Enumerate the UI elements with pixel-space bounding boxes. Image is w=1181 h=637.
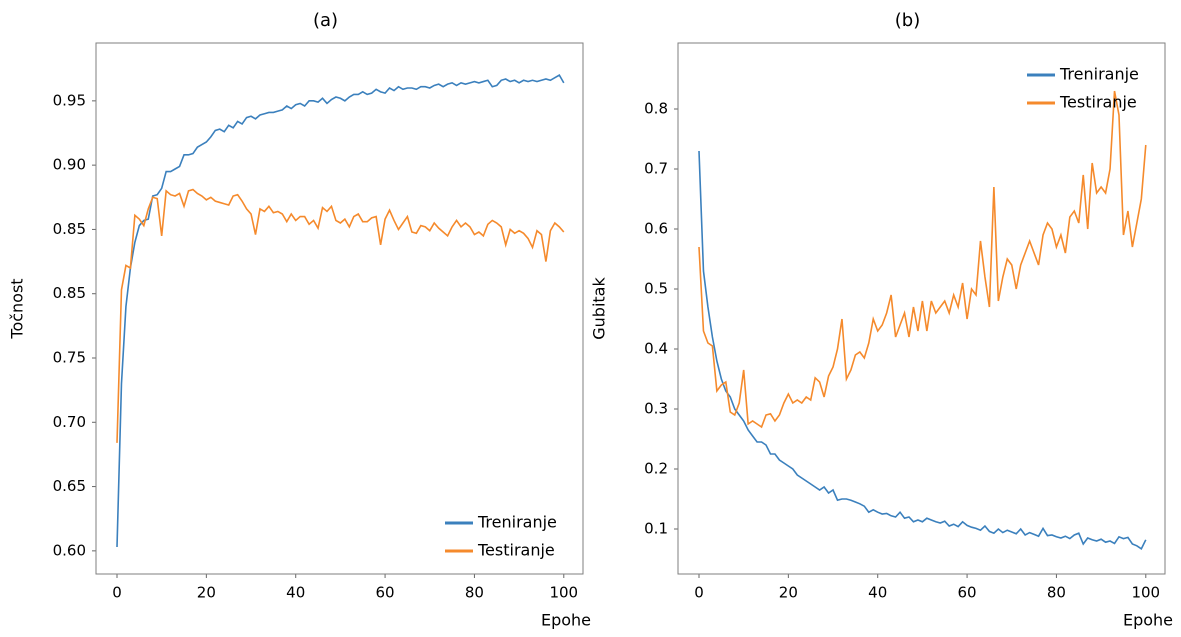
y-tick-label: 0.70 bbox=[53, 413, 86, 431]
legend-label: Testiranje bbox=[477, 541, 555, 560]
data-line bbox=[116, 74, 565, 548]
y-tick-label: 0.5 bbox=[644, 280, 668, 298]
y-tick-label: 0.65 bbox=[53, 477, 86, 495]
x-axis-label: Epohe bbox=[541, 611, 591, 630]
y-tick-label: 0.6 bbox=[644, 220, 668, 238]
x-tick-label: 40 bbox=[286, 584, 305, 602]
subplot: (a) Epohe Točnost 0.60 0.65 0.70 0.75 0.85 0.85 0… bbox=[8, 10, 592, 630]
data-line bbox=[116, 188, 565, 443]
legend-label: Treniranje bbox=[477, 513, 557, 532]
legend-label: Treniranje bbox=[1059, 65, 1139, 84]
data-line bbox=[698, 150, 1147, 550]
title: (a) bbox=[313, 10, 338, 31]
y-axis-label: Gubitak bbox=[590, 277, 609, 340]
x-tick-label: 80 bbox=[1047, 584, 1066, 602]
axes-frame bbox=[95, 42, 584, 575]
x-tick-label: 20 bbox=[779, 584, 798, 602]
y-tick-label: 0.75 bbox=[53, 349, 86, 367]
x-tick-label: 80 bbox=[465, 584, 484, 602]
x-axis-label: Epohe bbox=[1123, 611, 1173, 630]
x-tick-label: 0 bbox=[112, 584, 122, 602]
y-tick-label: 0.2 bbox=[644, 460, 668, 478]
x-tick-label: 0 bbox=[694, 584, 704, 602]
y-tick-label: 0.85 bbox=[53, 284, 86, 302]
y-tick-label: 0.90 bbox=[53, 156, 86, 174]
y-tick-label: 0.85 bbox=[53, 220, 86, 238]
subplot: (b) Epohe Gubitak 0.1 0.2 0.3 0.4 0.5 0.6 0.7 0.8 0… bbox=[590, 10, 1174, 630]
x-tick-label: 100 bbox=[1131, 584, 1160, 602]
data-line bbox=[698, 90, 1147, 429]
y-tick-label: 0.8 bbox=[644, 100, 668, 118]
x-tick-label: 20 bbox=[197, 584, 216, 602]
axes-frame bbox=[677, 42, 1166, 575]
x-tick-label: 60 bbox=[958, 584, 977, 602]
legend-label: Testiranje bbox=[1059, 93, 1137, 112]
y-axis-label: Točnost bbox=[8, 278, 27, 339]
y-tick-label: 0.60 bbox=[53, 541, 86, 559]
y-tick-label: 0.95 bbox=[53, 91, 86, 109]
x-tick-label: 60 bbox=[376, 584, 395, 602]
x-tick-label: 100 bbox=[549, 584, 578, 602]
title: (b) bbox=[895, 10, 920, 31]
x-tick-label: 40 bbox=[868, 584, 887, 602]
y-tick-label: 0.1 bbox=[644, 520, 668, 538]
y-tick-label: 0.3 bbox=[644, 400, 668, 418]
y-tick-label: 0.4 bbox=[644, 340, 668, 358]
y-tick-label: 0.7 bbox=[644, 160, 668, 178]
